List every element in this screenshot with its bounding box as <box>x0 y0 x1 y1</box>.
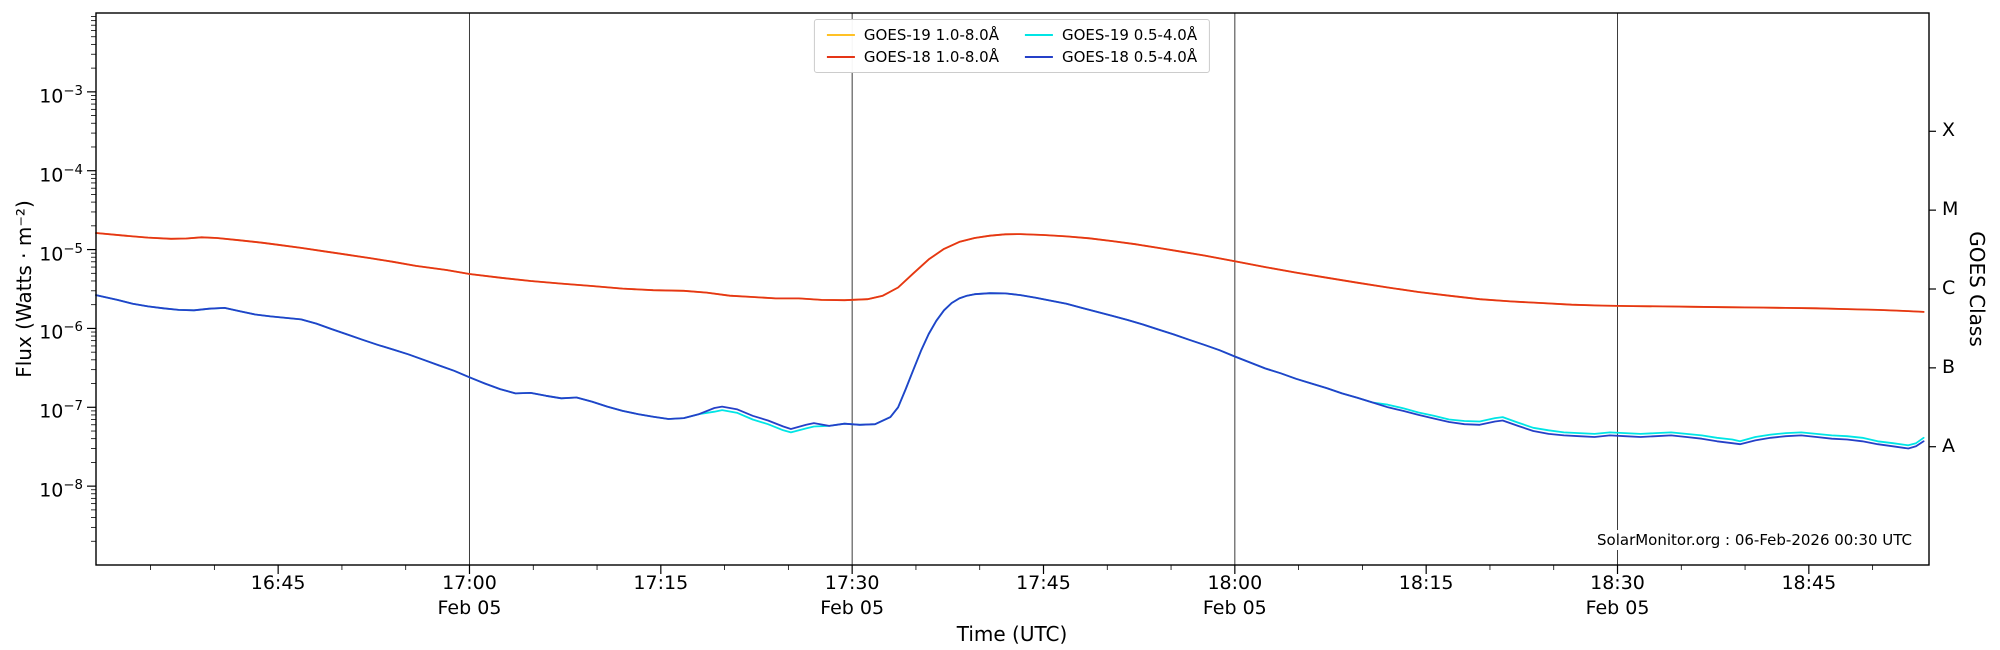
x-tick-label: 17:30 <box>824 572 880 594</box>
legend-line-swatch <box>1025 34 1053 36</box>
right-axis-title: GOES Class <box>1965 231 1989 347</box>
x-axis-title: Time (UTC) <box>956 622 1068 646</box>
goes-class-label-b: B <box>1942 355 1956 378</box>
legend-item: GOES-18 1.0-8.0Å <box>826 48 999 66</box>
x-tick-date-label: Feb 05 <box>820 597 885 619</box>
y-axis-title: Flux (Watts · m⁻²) <box>12 200 36 378</box>
legend-label: GOES-18 1.0-8.0Å <box>863 48 999 66</box>
legend-line-swatch <box>826 34 855 36</box>
legend-label: GOES-19 1.0-8.0Å <box>863 26 999 44</box>
legend-line-swatch <box>826 56 855 58</box>
legend-label: GOES-18 0.5-4.0Å <box>1062 48 1198 66</box>
x-tick-date-label: Feb 05 <box>1202 597 1267 619</box>
x-tick-date-label: Feb 05 <box>1585 597 1650 619</box>
x-tick-label: 18:30 <box>1590 572 1645 594</box>
legend-item: GOES-18 0.5-4.0Å <box>1025 48 1197 66</box>
series-goes-18-1-0-8-0- <box>95 232 1925 313</box>
series-goes-19-1-0-8-0- <box>95 232 1925 313</box>
y-tick-label: 10−5 <box>39 241 83 265</box>
legend-item: GOES-19 1.0-8.0Å <box>826 26 999 44</box>
x-tick-label: 18:00 <box>1207 572 1263 594</box>
series-goes-19-0-5-4-0- <box>95 292 1925 447</box>
legend-line-swatch <box>1025 56 1053 58</box>
y-tick-label: 10−3 <box>39 83 83 108</box>
x-tick-label: 17:15 <box>633 572 689 594</box>
solarmonitor-timestamp: SolarMonitor.org : 06-Feb-2026 00:30 UTC <box>1593 530 1916 550</box>
goes-class-label-m: M <box>1942 198 1959 221</box>
y-tick-label: 10−7 <box>39 399 83 423</box>
legend: GOES-19 1.0-8.0Å GOES-18 1.0-8.0Å GOES-19 … <box>813 19 1211 73</box>
goes-class-label-x: X <box>1942 119 1956 142</box>
x-tick-label: 18:45 <box>1781 572 1837 594</box>
x-tick-label: 17:00 <box>442 572 497 594</box>
x-tick-label: 18:15 <box>1398 572 1454 594</box>
goes-class-label-c: C <box>1942 277 1956 299</box>
y-tick-label: 10−6 <box>39 320 83 344</box>
x-tick-label: 17:45 <box>1016 572 1071 594</box>
series-goes-18-0-5-4-0- <box>95 292 1925 450</box>
x-tick-date-label: Feb 05 <box>437 597 502 619</box>
y-tick-label: 10−8 <box>39 478 83 502</box>
legend-label: GOES-19 0.5-4.0Å <box>1062 26 1198 44</box>
legend-item: GOES-19 0.5-4.0Å <box>1025 26 1197 44</box>
plot-border <box>95 12 1930 566</box>
goes-class-label-a: A <box>1942 434 1955 457</box>
y-tick-label: 10−4 <box>39 162 83 187</box>
x-tick-label: 16:45 <box>250 572 306 594</box>
